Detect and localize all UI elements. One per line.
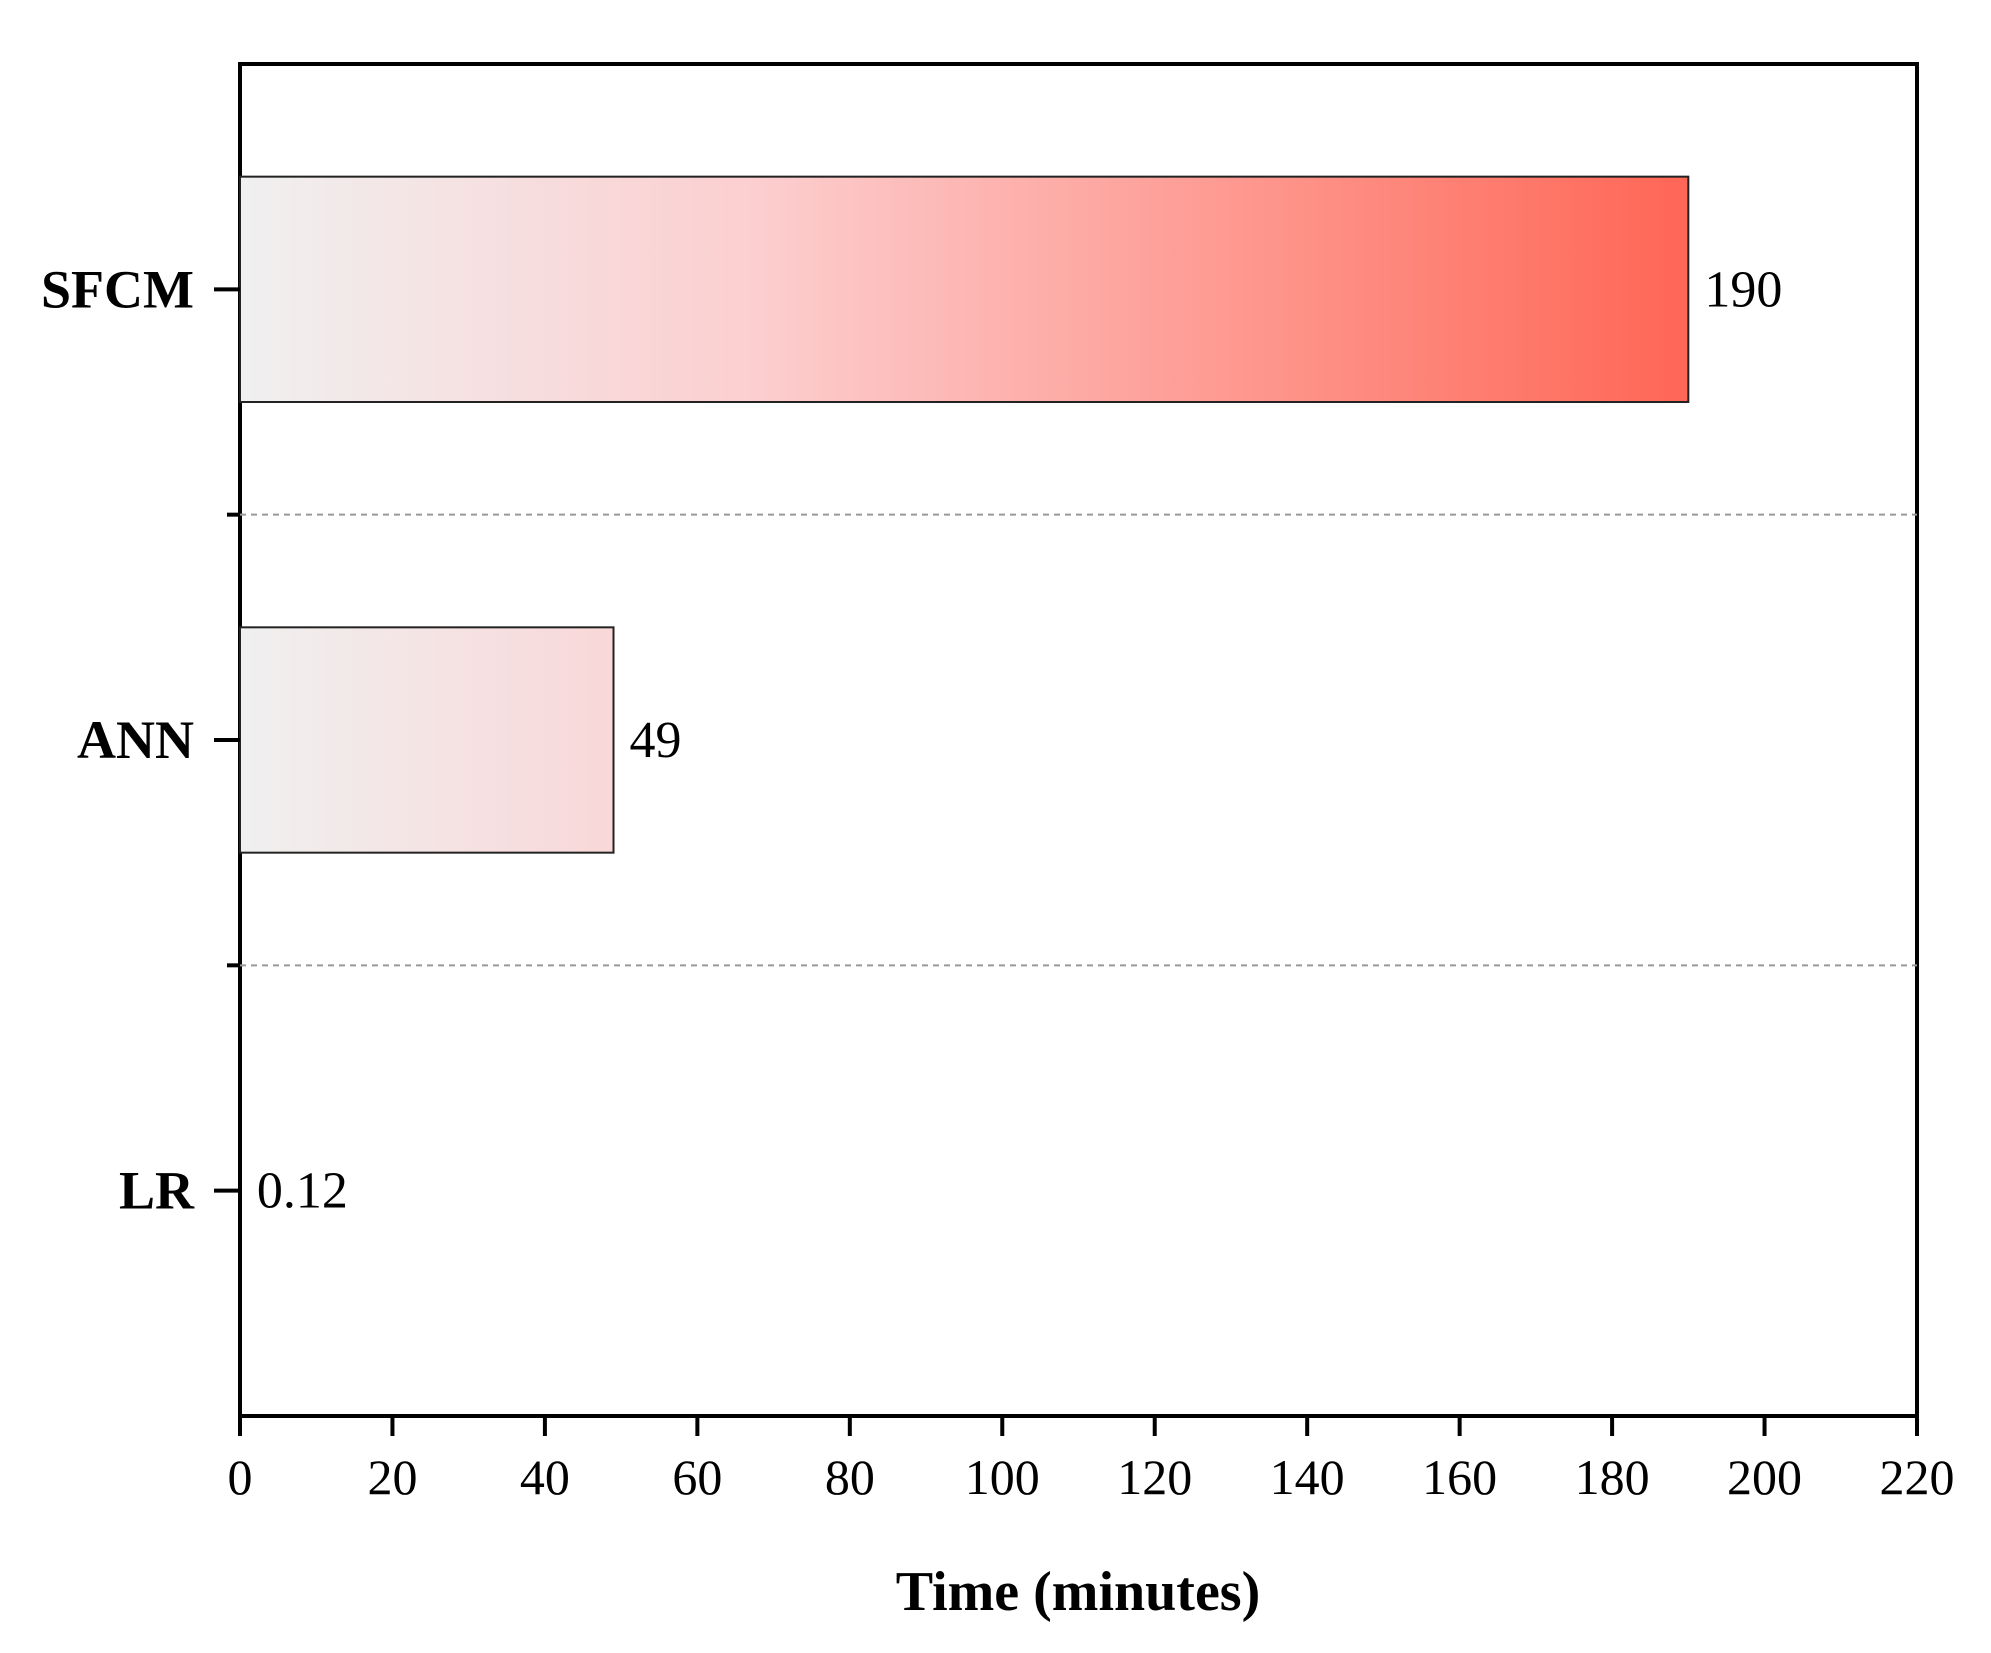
- bar-sfcm: [239, 175, 1690, 403]
- x-axis: 0 20 40 60 80 100 120 140 160 180 200 220: [228, 1416, 1955, 1505]
- x-tick-label: 200: [1727, 1449, 1802, 1505]
- bars: [239, 175, 1690, 854]
- value-label-lr: 0.12: [257, 1163, 348, 1220]
- x-axis-title: Time (minutes): [896, 1561, 1261, 1623]
- x-tick-label: 180: [1575, 1449, 1650, 1505]
- x-tick-label: 160: [1422, 1449, 1497, 1505]
- y-tick-label-sfcm: SFCM: [41, 259, 194, 319]
- x-tick-label: 60: [672, 1449, 722, 1505]
- value-label-sfcm: 190: [1704, 261, 1782, 318]
- value-label-ann: 49: [630, 712, 682, 769]
- value-labels: 190 49 0.12: [257, 261, 1782, 1219]
- bar-ann: [239, 626, 615, 854]
- x-tick-label: 220: [1880, 1449, 1955, 1505]
- x-tick-label: 80: [825, 1449, 875, 1505]
- x-tick-label: 0: [228, 1449, 253, 1505]
- x-tick-label: 140: [1270, 1449, 1345, 1505]
- y-tick-label-lr: LR: [119, 1161, 195, 1221]
- x-tick-label: 100: [965, 1449, 1040, 1505]
- y-tick-label-ann: ANN: [77, 710, 194, 770]
- category-separators: [240, 513, 1917, 967]
- y-axis: SFCM ANN LR: [41, 259, 240, 1221]
- x-tick-label: 120: [1117, 1449, 1192, 1505]
- x-tick-label: 20: [367, 1449, 417, 1505]
- x-tick-label: 40: [520, 1449, 570, 1505]
